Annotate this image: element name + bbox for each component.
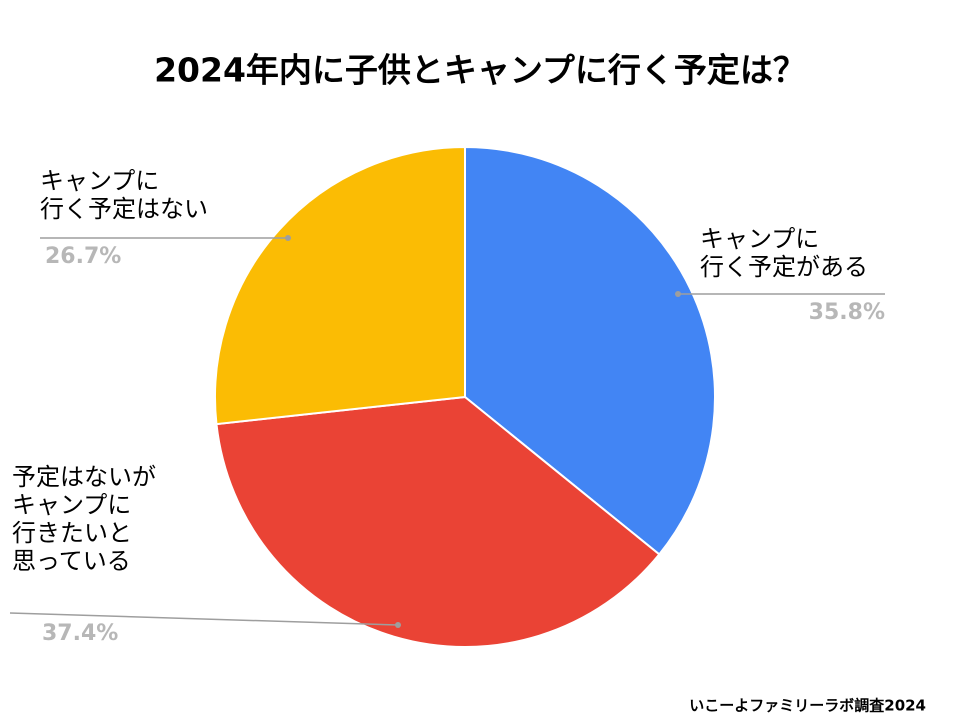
value-label: 37.4% [42,621,118,646]
source-note: いこーよファミリーラボ調査2024 [689,697,926,715]
chart-title: 2024年内に子供とキャンプに行く予定は？ [154,51,806,90]
leader-dot [285,235,291,241]
value-label: 35.8% [809,300,885,325]
slice-label: 行く予定はない [40,195,208,223]
leader-dot [395,622,401,628]
value-label: 26.7% [45,244,121,269]
pie-slice [215,395,661,648]
leader-dot [675,291,681,297]
pie-slice [464,145,717,556]
leader-line [9,612,399,626]
slice-label: キャンプに [12,491,131,519]
slice-label: キャンプに [40,167,159,195]
slice-label: 行きたいと [12,519,132,547]
slice-label: 行く予定がある [700,253,868,281]
slice-label: キャンプに [700,225,819,253]
slice-label: 予定はないが [12,463,156,491]
pie-slice [214,145,466,426]
slice-label: 思っている [12,547,131,575]
